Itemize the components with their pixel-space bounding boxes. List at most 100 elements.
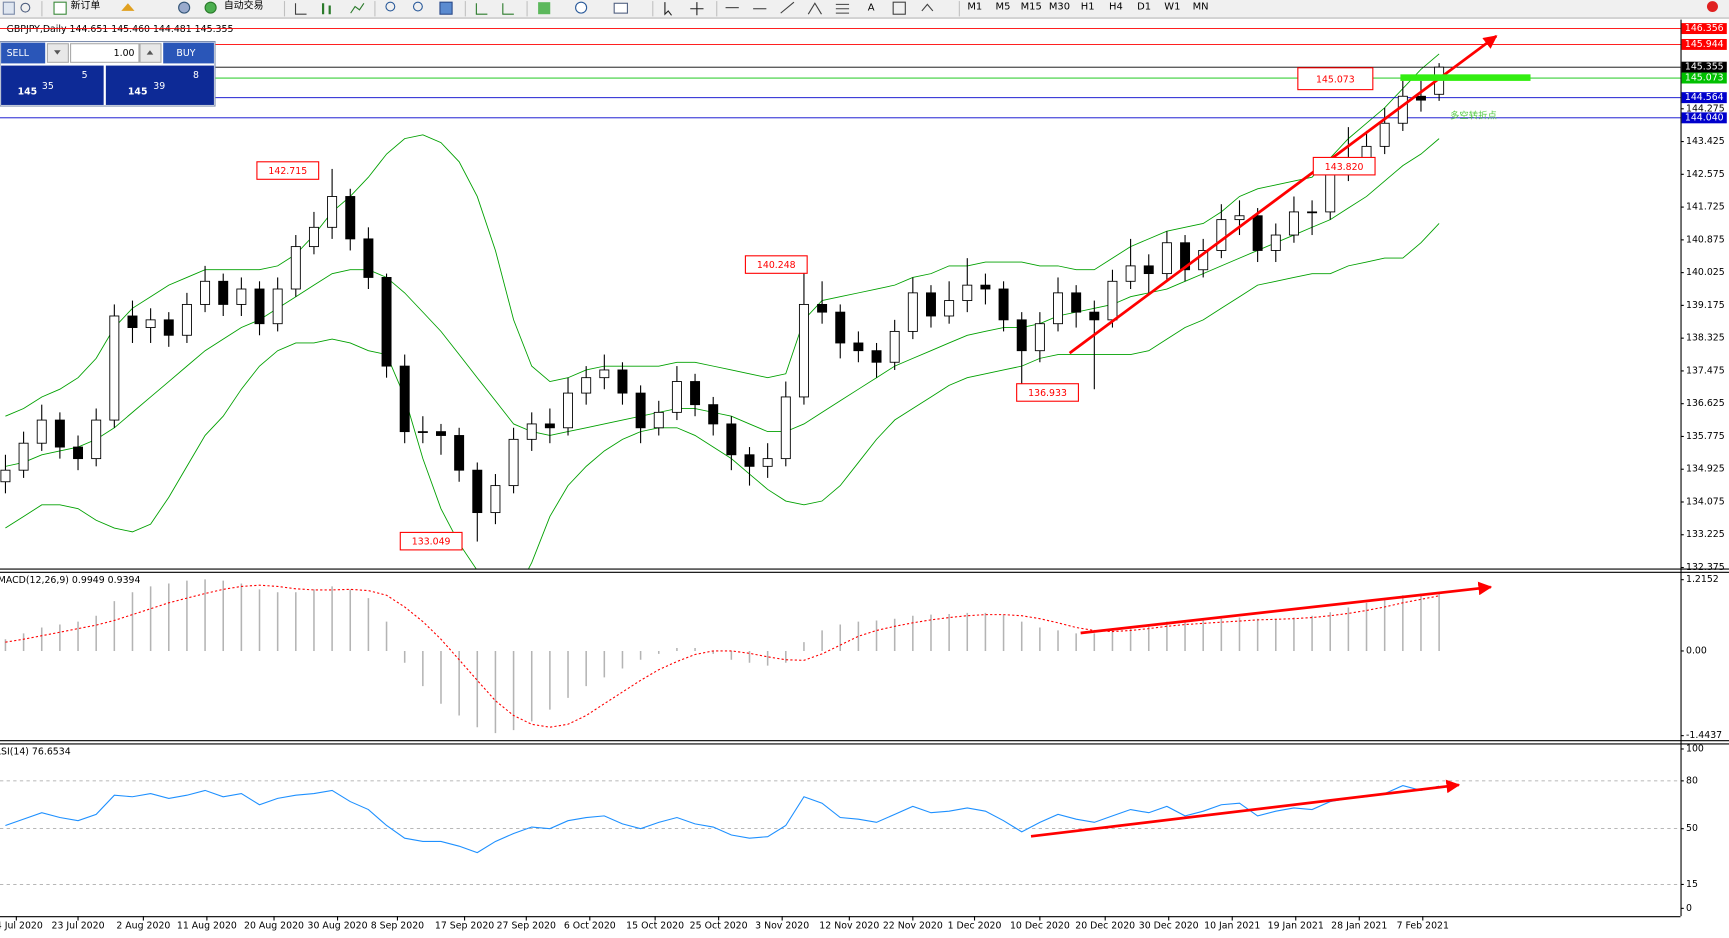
candle-body [290,246,301,290]
candle-body [109,315,120,421]
timeframe-button[interactable]: M1 [967,2,982,13]
price-panel [0,28,1681,569]
timeframe-button[interactable]: W1 [1164,2,1180,13]
icon[interactable] [613,2,628,14]
new-order-button[interactable]: 新订单 [71,0,101,11]
icon[interactable] [835,3,850,14]
candle-body [762,458,773,467]
x-tick-label: 1 Dec 2020 [948,920,1002,931]
sell-button[interactable] [1,42,46,64]
price-level-tag [1681,72,1727,84]
timeframe-button[interactable]: H1 [1081,2,1095,13]
candle-body [1107,280,1118,321]
icon[interactable] [664,2,672,16]
candle-body [1125,265,1136,282]
bid-pips: 35 [42,81,54,92]
buy-label[interactable]: BUY [176,48,195,59]
y-tick-label: 134.925 [1686,464,1725,475]
icon[interactable] [690,2,704,16]
macd-signal [5,584,1440,728]
candle-body [617,369,628,394]
icon[interactable] [20,2,31,13]
icon[interactable] [1706,1,1718,13]
timeframe-button[interactable]: MN [1193,2,1209,13]
y-tick-label: 1.2152 [1686,574,1719,585]
icon[interactable] [121,3,135,11]
auto-trading-button[interactable]: 自动交易 [224,0,264,11]
timeframe-button[interactable]: M30 [1049,2,1070,13]
icon[interactable] [892,1,906,15]
icon[interactable] [921,3,934,12]
y-tick-label: 133.225 [1686,529,1725,540]
icon[interactable] [502,3,514,15]
y-tick-label: 132.375 [1686,562,1725,573]
icon[interactable] [294,3,307,15]
icon[interactable] [807,2,822,15]
icon[interactable] [2,1,15,15]
x-tick-label: 17 Sep 2020 [435,920,494,931]
candle-body [926,292,936,317]
one-click-panel: SELL 1.00 BUY 145 35 5 145 39 8 [0,40,216,107]
price-level-label: 144.564 [1685,92,1724,103]
volume-input[interactable] [70,43,140,63]
annotation-box [744,255,808,274]
candle-body [472,469,483,514]
candle-body [581,377,592,394]
icon[interactable] [350,2,365,14]
icon[interactable] [321,3,331,15]
plot-area [0,28,1681,885]
sell-label[interactable]: SELL [7,48,30,59]
candle-body [200,280,211,305]
candle-body [1016,319,1027,352]
text-tool[interactable]: A [868,3,875,14]
candle-body [907,292,918,332]
candle-body [835,311,846,344]
y-tick-label: 137.475 [1686,365,1725,376]
candle-body [998,288,1009,321]
annotation-note: 多空转折点 [1450,109,1497,121]
candle-body [36,419,47,444]
icon[interactable] [385,1,396,12]
candle-body [1288,211,1299,236]
annotation-label: 143.820 [1325,162,1364,173]
candle-body [635,392,646,429]
timeframe-button[interactable]: D1 [1137,2,1151,13]
icon[interactable] [53,1,67,15]
icon[interactable] [475,3,488,15]
candle-body [54,419,65,448]
icon[interactable] [412,1,423,12]
icon[interactable] [538,2,551,15]
icon[interactable] [178,1,191,14]
candle-body [308,226,319,248]
timeframe-button[interactable]: H4 [1109,2,1123,13]
candle-body [1397,95,1408,124]
buy-button[interactable] [163,42,214,64]
y-tick-label: 100 [1686,744,1704,755]
chart-header: GBPJPY,Daily 144.651 145.460 144.481 145… [7,24,234,35]
timeframe-button[interactable]: M15 [1021,2,1042,13]
rsi-line [5,785,1440,854]
icon[interactable] [439,1,453,15]
x-tick-label: 10 Dec 2020 [1010,920,1070,931]
icon[interactable] [575,1,588,14]
x-tick-label: 20 Aug 2020 [244,920,304,931]
ask-pips: 39 [153,81,165,92]
candle-body [272,288,283,325]
candle-body [1307,211,1318,214]
timeframe-button[interactable]: M5 [996,2,1011,13]
bollinger-band [5,223,1440,569]
candle-body [708,404,719,425]
candle-body [181,303,192,336]
candle-body [1071,292,1082,313]
ask-box[interactable] [105,65,214,105]
icon[interactable] [780,1,795,14]
bid-big: 145 [18,86,38,97]
price-level-label: 145.355 [1685,62,1724,73]
y-tick-label: 140.875 [1686,234,1725,245]
icon[interactable] [204,1,217,14]
volume-value[interactable]: 1.00 [114,48,135,59]
candle-body [436,431,446,436]
price-level-label: 145.944 [1685,39,1724,50]
bid-box[interactable] [1,65,104,105]
candle-body [871,350,882,363]
